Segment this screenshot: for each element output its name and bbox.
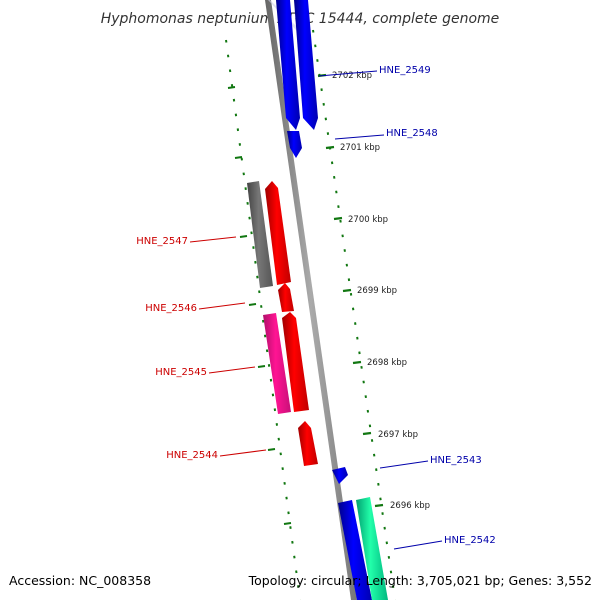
tick-label-2700: 2700 kbp: [348, 215, 388, 225]
gray-feature-block[interactable]: [247, 181, 273, 288]
scale-ticks: [227, 73, 384, 525]
gene-hne-2542-blue[interactable]: [338, 500, 372, 600]
gene-hne-2546-arrow[interactable]: [278, 283, 294, 312]
scale-tick-labels: 2702 kbp 2701 kbp 2700 kbp 2699 kbp 2698…: [332, 71, 430, 511]
genome-summary-text: Topology: circular; Length: 3,705,021 bp…: [248, 573, 592, 588]
label-hne-2547[interactable]: HNE_2547: [136, 236, 188, 247]
leader-line-hne-2545: [208, 366, 256, 374]
minor-tick: [267, 448, 276, 451]
label-hne-2548[interactable]: HNE_2548: [386, 128, 438, 139]
guide-dots: [225, 29, 397, 600]
leader-line-hne-2549: [318, 70, 378, 77]
gene-labels: HNE_2549 HNE_2548 HNE_2547 HNE_2546 HNE_…: [136, 65, 496, 550]
scale-tick-2701: [325, 145, 335, 150]
leader-line-hne-2543: [379, 460, 429, 469]
minor-tick: [234, 156, 243, 159]
gene-hne-2542-teal[interactable]: [356, 497, 388, 600]
label-hne-2542[interactable]: HNE_2542: [444, 535, 496, 546]
gene-hne-2549-block-b[interactable]: [294, 0, 318, 130]
label-hne-2546[interactable]: HNE_2546: [145, 303, 197, 314]
minor-tick: [239, 235, 248, 238]
tick-label-2702: 2702 kbp: [332, 71, 372, 81]
label-hne-2545[interactable]: HNE_2545: [155, 367, 207, 378]
gene-hne-2549-block-a[interactable]: [276, 0, 300, 130]
gene-hne-2543-arrow[interactable]: [332, 467, 348, 484]
minor-tick: [257, 365, 266, 368]
gene-hne-2547-arrow[interactable]: [265, 181, 291, 285]
label-hne-2544[interactable]: HNE_2544: [166, 450, 218, 461]
accession-text: Accession: NC_008358: [9, 573, 151, 588]
magenta-feature-block[interactable]: [263, 313, 291, 414]
minor-tick: [248, 303, 257, 306]
label-hne-2549[interactable]: HNE_2549: [379, 65, 431, 76]
scale-tick-2697: [362, 431, 372, 436]
tick-label-2697: 2697 kbp: [378, 430, 418, 440]
leader-line-hne-2547: [189, 236, 237, 243]
scale-tick-2700: [333, 216, 343, 221]
tick-label-2701: 2701 kbp: [340, 143, 380, 153]
gene-hne-2545-arrow[interactable]: [282, 312, 309, 412]
tick-label-2698: 2698 kbp: [367, 358, 407, 368]
gene-hne-2544-arrow[interactable]: [298, 421, 318, 466]
gene-hne-2548-arrow[interactable]: [287, 131, 302, 158]
tick-label-2696: 2696 kbp: [390, 501, 430, 511]
scale-tick-2698: [352, 360, 362, 365]
reverse-strand-genes: [247, 181, 318, 466]
minor-tick: [227, 86, 236, 89]
tick-label-2699: 2699 kbp: [357, 286, 397, 296]
genome-backbone: [265, 0, 357, 600]
label-hne-2543[interactable]: HNE_2543: [430, 455, 482, 466]
leader-line-hne-2544: [219, 449, 267, 457]
leader-line-hne-2546: [198, 302, 246, 310]
leader-line-hne-2548: [334, 134, 385, 140]
scale-tick-2696: [374, 503, 384, 508]
leader-line-hne-2542: [393, 540, 443, 550]
forward-strand-genes: [276, 0, 388, 600]
scale-tick-2699: [342, 288, 352, 293]
minor-tick: [283, 522, 292, 525]
